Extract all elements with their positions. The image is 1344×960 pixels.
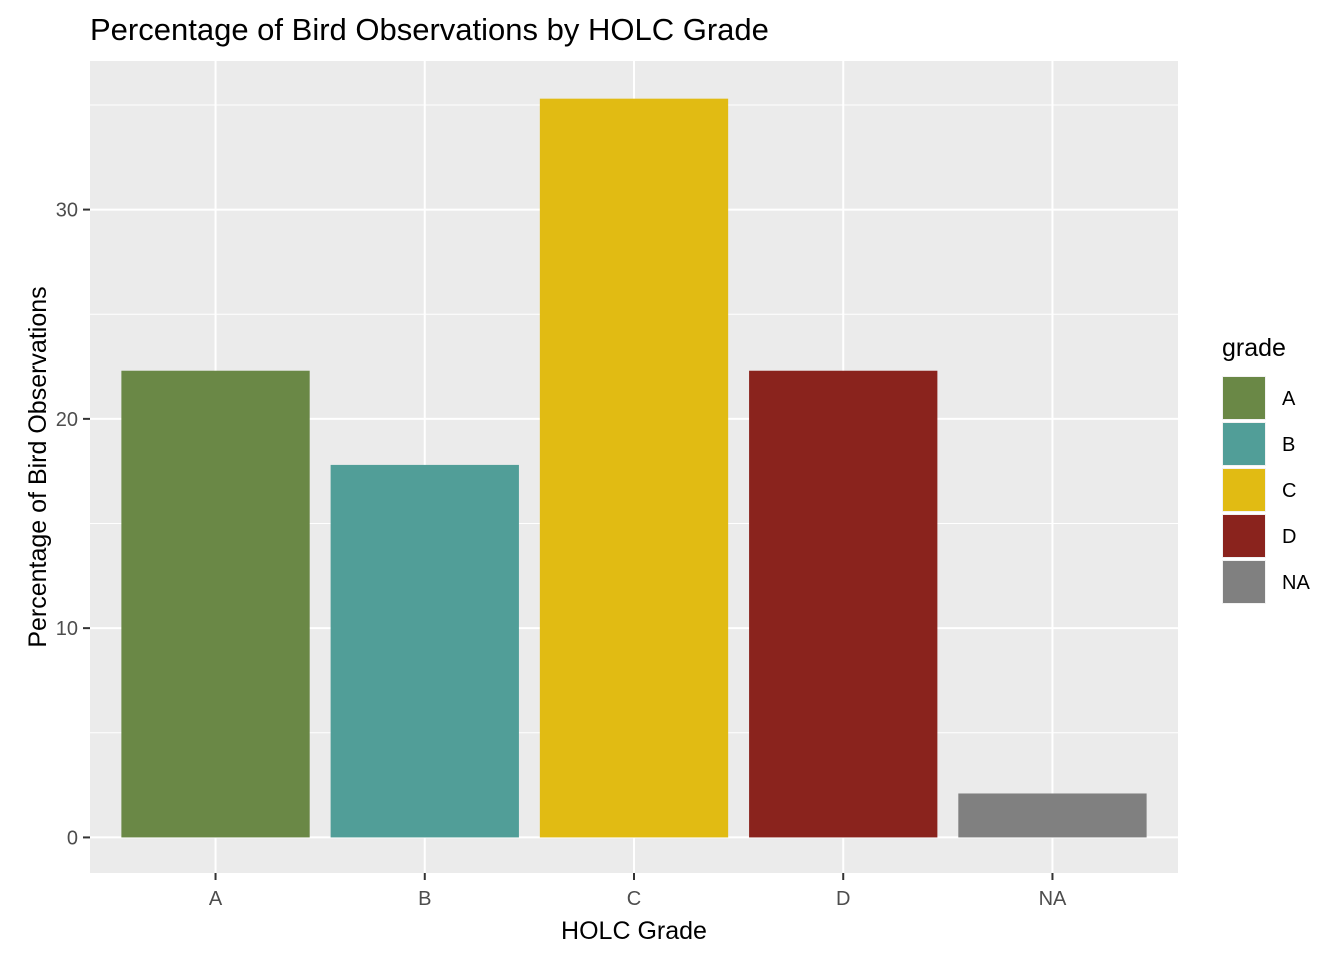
x-tick-label: D (836, 888, 850, 910)
bar-na (958, 793, 1147, 838)
legend-key-a (1223, 377, 1265, 419)
x-axis: A B C D NA (209, 873, 1067, 910)
x-axis-title: HOLC Grade (561, 917, 707, 945)
legend-key-c (1223, 469, 1265, 511)
legend-label: D (1282, 526, 1296, 548)
legend-title: grade (1222, 334, 1286, 362)
legend-key-na (1223, 561, 1265, 603)
legend-label: B (1282, 434, 1295, 456)
legend-label: NA (1282, 572, 1310, 594)
x-tick-label: A (209, 888, 223, 910)
legend-key-d (1223, 515, 1265, 557)
y-tick-label: 20 (56, 409, 78, 431)
bar-d (749, 370, 938, 838)
x-tick-label: C (627, 888, 641, 910)
x-tick-label: NA (1039, 888, 1067, 910)
legend-label: A (1282, 388, 1296, 410)
legend-key-b (1223, 423, 1265, 465)
legend: grade A B C D NA (1222, 334, 1310, 604)
chart-title: Percentage of Bird Observations by HOLC … (90, 12, 769, 47)
y-axis-title: Percentage of Bird Observations (24, 286, 52, 647)
y-axis: 0 10 20 30 (56, 200, 90, 849)
bar-c (539, 98, 729, 838)
x-tick-label: B (418, 888, 431, 910)
bars (121, 98, 1147, 838)
bar-a (121, 370, 310, 838)
y-tick-label: 0 (67, 827, 78, 849)
y-tick-label: 10 (56, 618, 78, 640)
y-tick-label: 30 (56, 200, 78, 222)
bar-b (330, 464, 519, 838)
legend-label: C (1282, 480, 1296, 502)
